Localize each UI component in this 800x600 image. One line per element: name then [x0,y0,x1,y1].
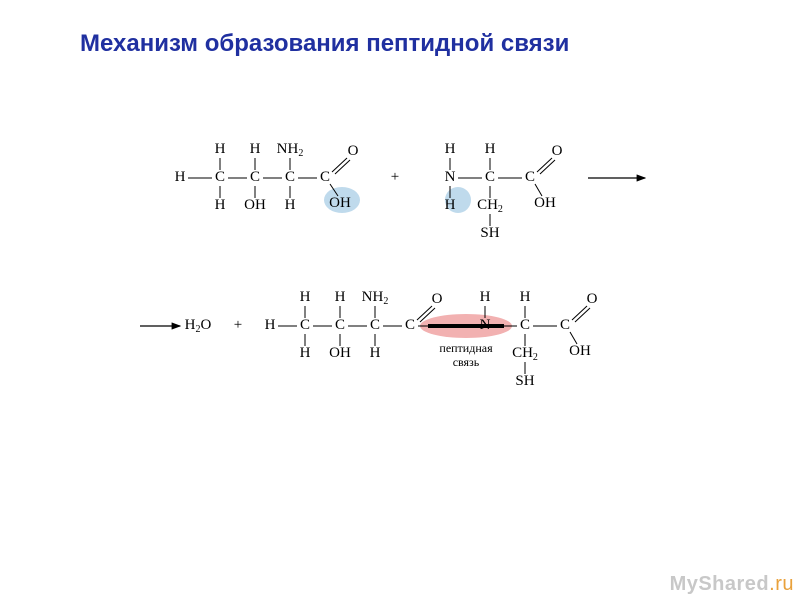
svg-text:OH: OH [569,343,591,359]
svg-text:C: C [320,169,330,185]
svg-text:H: H [520,289,531,305]
svg-text:H: H [285,197,296,213]
watermark: MyShared.ru [670,573,794,596]
svg-text:H2O: H2O [185,317,212,335]
svg-text:H: H [300,289,311,305]
svg-text:H: H [300,345,311,361]
svg-text:C: C [285,169,295,185]
svg-text:H: H [485,141,496,157]
svg-text:CH2: CH2 [477,197,503,215]
svg-text:NH2: NH2 [277,141,304,159]
svg-text:связь: связь [453,355,480,369]
svg-text:C: C [525,169,535,185]
svg-text:C: C [560,317,570,333]
reaction-diagram: HCCCCHHNH2HOHHOHO+NCCHHHCH2SHOOHH2O+HCCC… [140,130,700,430]
svg-text:O: O [432,291,443,307]
svg-text:H: H [335,289,346,305]
svg-text:O: O [348,143,359,159]
svg-text:C: C [335,317,345,333]
svg-text:+: + [234,317,242,333]
svg-text:OH: OH [329,195,351,211]
page-title: Механизм образования пептидной связи [80,30,569,58]
svg-text:C: C [250,169,260,185]
svg-text:+: + [391,169,399,185]
svg-text:SH: SH [515,373,534,389]
svg-text:OH: OH [329,345,351,361]
svg-text:C: C [300,317,310,333]
svg-text:SH: SH [480,225,499,241]
svg-text:O: O [587,291,598,307]
svg-text:C: C [520,317,530,333]
svg-text:N: N [445,169,456,185]
svg-text:H: H [215,197,226,213]
svg-text:N: N [480,317,491,333]
svg-text:CH2: CH2 [512,345,538,363]
svg-text:H: H [480,289,491,305]
svg-text:C: C [485,169,495,185]
svg-text:C: C [405,317,415,333]
svg-text:NH2: NH2 [362,289,389,307]
svg-text:пептидная: пептидная [439,341,493,355]
svg-text:H: H [370,345,381,361]
svg-text:H: H [445,197,456,213]
svg-text:H: H [215,141,226,157]
watermark-right: .ru [769,573,794,595]
svg-text:H: H [250,141,261,157]
svg-text:C: C [370,317,380,333]
svg-text:OH: OH [534,195,556,211]
svg-text:O: O [552,143,563,159]
svg-text:H: H [445,141,456,157]
svg-text:C: C [215,169,225,185]
svg-text:OH: OH [244,197,266,213]
watermark-left: MyShared [670,573,770,595]
svg-text:H: H [265,317,276,333]
svg-text:H: H [175,169,186,185]
